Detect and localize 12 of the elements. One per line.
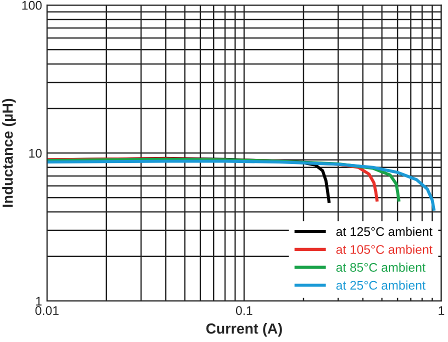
legend-label: at 125°C ambient xyxy=(336,226,432,236)
x-tick-label: 1 xyxy=(438,306,444,315)
x-tick-label: 0.1 xyxy=(236,306,252,316)
legend-label: at 25°C ambient xyxy=(336,280,426,290)
legend-label: at 105°C ambient xyxy=(336,244,432,254)
y-tick-label: 1 xyxy=(36,296,42,306)
y-tick-label: 10 xyxy=(29,148,42,158)
y-tick-label: 100 xyxy=(22,0,42,10)
x-tick-label: 0.01 xyxy=(35,306,59,316)
x-axis-title: Current (A) xyxy=(206,323,282,337)
legend-label: at 85°C ambient xyxy=(336,262,426,272)
y-axis-title: Inductance (µH) xyxy=(2,98,16,207)
